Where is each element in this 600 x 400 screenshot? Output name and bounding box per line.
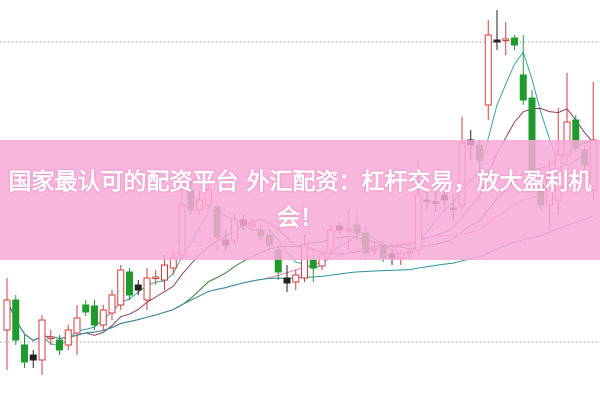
candle-body: [3, 299, 11, 331]
candle: [283, 265, 291, 292]
candle: [152, 270, 160, 285]
candle-body: [64, 329, 72, 346]
candle-body: [519, 74, 527, 101]
candle: [502, 22, 510, 55]
candle: [12, 295, 20, 345]
candle-body: [134, 284, 142, 291]
candle-body: [143, 277, 151, 301]
candle: [108, 290, 116, 320]
candle: [21, 335, 28, 368]
candle: [73, 305, 81, 355]
candle-body: [108, 294, 116, 314]
candle-body: [493, 39, 501, 43]
candle-body: [502, 38, 510, 41]
candle-body: [99, 309, 107, 326]
candle: [56, 335, 63, 355]
candle-body: [91, 305, 98, 326]
candle-body: [117, 269, 125, 306]
candle-body: [161, 264, 168, 281]
candle-body: [292, 274, 300, 283]
candle-body: [82, 304, 90, 313]
candle: [29, 350, 37, 368]
candle-body: [152, 276, 160, 279]
candle: [99, 305, 107, 330]
candle: [82, 300, 90, 316]
candle: [493, 10, 501, 50]
candle: [3, 278, 11, 370]
candle: [38, 315, 46, 375]
candle: [64, 325, 72, 350]
candle: [117, 265, 125, 310]
candle-body: [38, 319, 46, 361]
candle: [134, 280, 142, 295]
candle: [484, 20, 492, 120]
banner-overlay: [0, 140, 600, 260]
candle-body: [12, 299, 20, 341]
candle-body: [511, 37, 518, 46]
candle-body: [484, 34, 492, 106]
candle-body: [21, 344, 28, 363]
candle: [47, 330, 55, 345]
candle-body: [73, 317, 81, 334]
candle-body: [126, 271, 133, 296]
candle: [161, 255, 168, 290]
candle-body: [56, 339, 63, 351]
candle-body: [29, 354, 37, 361]
candle: [143, 268, 151, 310]
candle: [519, 35, 527, 105]
candle-body: [309, 259, 317, 269]
candle: [91, 300, 98, 330]
banner-text: 国家最认可的配资平台 外汇配资：杠杆交易，放大盈利机会！: [8, 169, 592, 231]
candle: [292, 270, 300, 290]
candle-body: [283, 277, 291, 284]
candle-body: [47, 336, 55, 339]
candle: [126, 268, 133, 300]
candle: [511, 35, 518, 50]
